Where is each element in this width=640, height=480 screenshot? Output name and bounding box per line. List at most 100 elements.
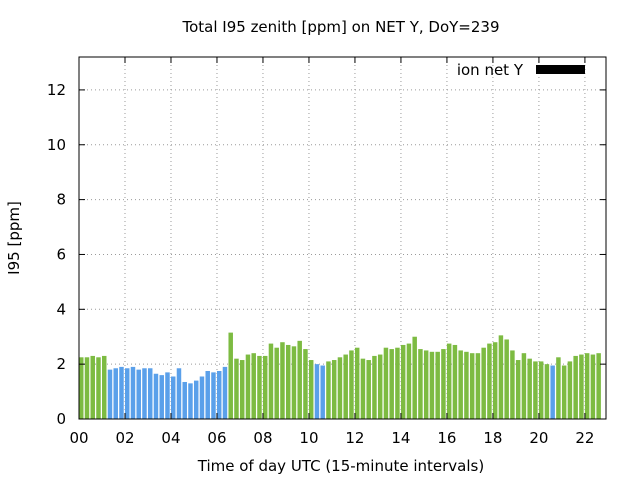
bar: [561, 365, 567, 419]
y-axis-label: I95 [ppm]: [5, 201, 23, 275]
bar: [142, 368, 147, 419]
bar: [165, 372, 170, 419]
bar: [193, 380, 199, 419]
bar: [498, 335, 504, 419]
bar: [469, 353, 475, 419]
legend-label: ion net Y: [457, 61, 524, 79]
bar: [205, 371, 210, 419]
bar: [412, 336, 417, 419]
bar: [182, 381, 187, 419]
bar: [579, 354, 584, 419]
bar: [101, 355, 107, 419]
x-tick-label: 14: [391, 429, 410, 447]
bar: [337, 357, 343, 419]
bar: [423, 350, 429, 419]
bar: [320, 365, 325, 419]
bar: [487, 343, 492, 419]
bar: [372, 355, 377, 419]
bar: [262, 355, 268, 419]
x-tick-label: 00: [69, 429, 88, 447]
x-tick-label: 16: [437, 429, 456, 447]
bar: [176, 368, 182, 419]
bar: [147, 368, 153, 419]
bar: [504, 339, 509, 419]
bar: [360, 358, 366, 419]
bar: [343, 354, 348, 419]
x-tick-label: 02: [115, 429, 134, 447]
legend-swatch: [536, 65, 585, 74]
bar: [389, 349, 394, 419]
bar: [435, 351, 440, 419]
bar: [159, 375, 164, 419]
bar: [441, 349, 446, 419]
bar: [291, 346, 297, 419]
bar: [521, 353, 527, 419]
x-tick-label: 10: [299, 429, 318, 447]
bar: [406, 343, 412, 419]
bar: [492, 342, 498, 419]
bar: [596, 353, 601, 419]
bar: [400, 344, 406, 419]
bar: [590, 354, 596, 419]
bar: [285, 344, 291, 419]
bar: [153, 373, 159, 419]
bar: [308, 360, 314, 419]
bar: [268, 343, 274, 419]
bar: [418, 349, 423, 419]
bar: [452, 344, 458, 419]
legend: ion net Y: [457, 61, 585, 79]
bar: [515, 360, 521, 419]
bar: [188, 383, 193, 419]
y-tick-label: 8: [56, 191, 66, 209]
bar: [481, 347, 486, 419]
bar: [510, 350, 515, 419]
x-tick-label: 08: [253, 429, 272, 447]
bar: [354, 347, 360, 419]
bar: [527, 358, 532, 419]
bar: [533, 361, 538, 419]
y-tick-label: 2: [56, 355, 66, 373]
x-tick-label: 12: [345, 429, 364, 447]
bar: [314, 364, 320, 419]
bar: [464, 351, 469, 419]
bar: [216, 371, 222, 419]
y-tick-label: 0: [56, 410, 66, 428]
bar: [84, 357, 90, 419]
bar: [331, 360, 337, 419]
bar: [257, 355, 262, 419]
bar: [228, 332, 233, 419]
plot-frame: [78, 56, 607, 420]
bars: [79, 332, 601, 419]
bar: [170, 376, 176, 419]
bar: [395, 347, 400, 419]
y-tick-label: 6: [56, 245, 66, 263]
bar: [366, 360, 371, 419]
bar: [119, 366, 124, 419]
bar: [326, 361, 331, 419]
bar: [538, 361, 544, 419]
bar: [130, 366, 136, 419]
bar: [458, 350, 463, 419]
bar: [303, 349, 308, 419]
chart-title: Total I95 zenith [ppm] on NET Y, DoY=239: [181, 18, 499, 36]
y-tick-label: 10: [47, 136, 66, 154]
bar: [475, 353, 481, 419]
bar: [280, 342, 285, 419]
bar: [556, 357, 561, 419]
bar: [429, 351, 435, 419]
x-tick-label: 04: [161, 429, 180, 447]
bar: [96, 357, 101, 419]
bar: [544, 364, 550, 419]
bar: [584, 353, 590, 419]
bar: [222, 366, 228, 419]
grid: [79, 57, 606, 419]
bar: [113, 368, 118, 419]
bar: [136, 369, 141, 419]
x-tick-label: 22: [575, 429, 594, 447]
bar: [124, 368, 130, 419]
bar: [107, 369, 113, 419]
bar: [234, 358, 239, 419]
bar: [245, 354, 251, 419]
